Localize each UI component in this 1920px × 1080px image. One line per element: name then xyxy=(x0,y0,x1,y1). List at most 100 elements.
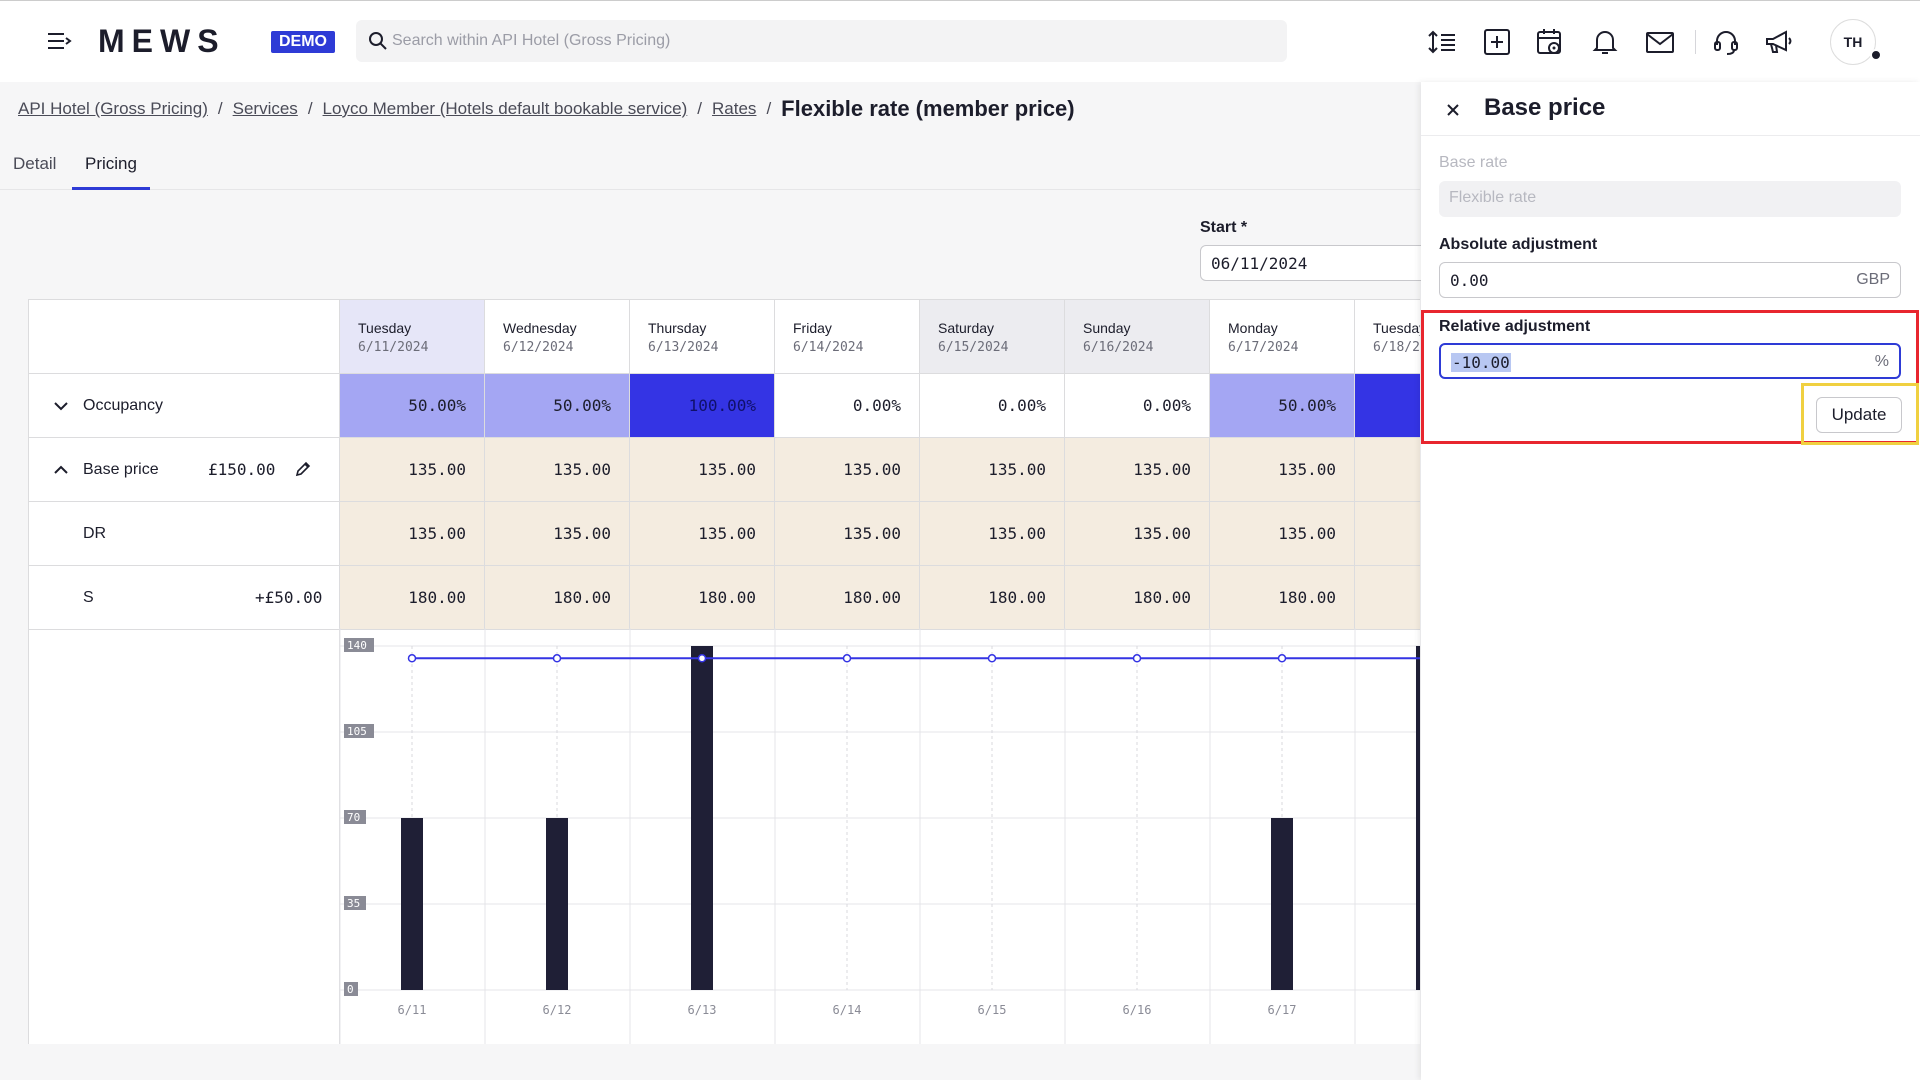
column-date: 6/18/2024 xyxy=(1373,340,1420,355)
s-cell[interactable]: 180.00 xyxy=(775,566,920,630)
base-price-cell[interactable]: 135.00 xyxy=(1210,438,1355,502)
mail-icon[interactable] xyxy=(1645,27,1675,57)
y-tick-label: 0 xyxy=(347,983,354,996)
absolute-adjustment-value: 0.00 xyxy=(1450,271,1489,290)
occupancy-cell[interactable]: 0.00% xyxy=(775,374,920,438)
occupancy-bar xyxy=(1416,646,1420,990)
s-cell[interactable] xyxy=(1355,566,1420,630)
occupancy-bar xyxy=(401,818,423,990)
breadcrumb-separator: / xyxy=(217,99,223,118)
base-price-cell[interactable]: 135.00 xyxy=(775,438,920,502)
occupancy-bar xyxy=(1271,818,1293,990)
dr-cell[interactable]: 135.00 xyxy=(630,502,775,566)
column-header: Sunday 6/16/2024 xyxy=(1065,300,1210,374)
chevron-up-icon[interactable] xyxy=(51,460,71,480)
x-tick-label: 6/13 xyxy=(688,1003,717,1017)
base-price-cell[interactable]: 135.00 xyxy=(485,438,630,502)
occupancy-cell[interactable]: 50.00% xyxy=(340,374,485,438)
x-tick-label: 6/14 xyxy=(833,1003,862,1017)
dr-cell[interactable]: 135.00 xyxy=(775,502,920,566)
chevron-down-icon[interactable] xyxy=(51,396,71,416)
occupancy-bar xyxy=(691,646,713,990)
column-date: 6/14/2024 xyxy=(793,340,864,355)
percent-suffix: % xyxy=(1874,353,1889,370)
x-tick-label: 6/16 xyxy=(1123,1003,1152,1017)
bell-icon[interactable] xyxy=(1590,27,1620,57)
occupancy-cell[interactable]: 50.00% xyxy=(485,374,630,438)
s-cell[interactable]: 180.00 xyxy=(1210,566,1355,630)
dr-cell[interactable]: 135.00 xyxy=(1210,502,1355,566)
base-price-panel: Base price Base rate Flexible rate Absol… xyxy=(1421,82,1920,1080)
dr-cell[interactable]: 135.00 xyxy=(340,502,485,566)
search-box[interactable] xyxy=(356,20,1287,62)
row-label-s: S +£50.00 xyxy=(29,566,340,630)
price-point xyxy=(842,654,852,663)
breadcrumb-service[interactable]: Loyco Member (Hotels default bookable se… xyxy=(322,99,688,118)
base-price-cell[interactable]: 135.00 xyxy=(630,438,775,502)
base-price-cell[interactable]: 135.00 xyxy=(340,438,485,502)
pricing-grid: Tuesday 6/11/2024 Wednesday 6/12/2024 Thursd… xyxy=(28,299,1420,1044)
s-cell[interactable]: 180.00 xyxy=(630,566,775,630)
column-day: Tuesday xyxy=(358,320,412,336)
search-input[interactable] xyxy=(392,20,1272,62)
absolute-adjustment-label: Absolute adjustment xyxy=(1439,236,1598,253)
s-cell[interactable]: 180.00 xyxy=(1065,566,1210,630)
column-header: Tuesday 6/18/2024 xyxy=(1355,300,1420,374)
y-tick-label-bg xyxy=(344,982,358,996)
breadcrumb-services[interactable]: Services xyxy=(232,99,298,118)
column-day: Monday xyxy=(1228,320,1278,336)
toolbar-divider xyxy=(1695,30,1696,54)
grid-corner xyxy=(29,300,340,374)
breadcrumb-separator: / xyxy=(766,99,772,118)
menu-icon[interactable] xyxy=(46,29,72,53)
occupancy-cell[interactable]: 50.00% xyxy=(1210,374,1355,438)
breadcrumb-hotel[interactable]: API Hotel (Gross Pricing) xyxy=(18,99,208,118)
y-tick-label-bg xyxy=(344,724,374,738)
start-date-input[interactable]: 06/11/2024 xyxy=(1200,245,1430,281)
line-spacing-icon[interactable] xyxy=(1427,27,1457,57)
close-icon[interactable] xyxy=(1441,98,1465,122)
relative-adjustment-input[interactable]: -10.00 % xyxy=(1439,343,1901,379)
dr-cell[interactable]: 135.00 xyxy=(485,502,630,566)
column-day: Friday xyxy=(793,320,832,336)
panel-header: Base price xyxy=(1421,82,1920,136)
s-cell[interactable]: 180.00 xyxy=(920,566,1065,630)
headset-icon[interactable] xyxy=(1711,27,1741,57)
x-tick-label: 6/17 xyxy=(1268,1003,1297,1017)
s-cell[interactable]: 180.00 xyxy=(340,566,485,630)
dr-cell[interactable]: 135.00 xyxy=(1065,502,1210,566)
occupancy-cell[interactable] xyxy=(1355,374,1420,438)
occupancy-cell[interactable]: 100.00% xyxy=(630,374,775,438)
start-label: Start * xyxy=(1200,219,1248,236)
absolute-adjustment-input[interactable]: 0.00 GBP xyxy=(1439,262,1901,298)
base-price-amount: £150.00 xyxy=(208,460,276,479)
column-header: Thursday 6/13/2024 xyxy=(630,300,775,374)
mews-logo[interactable]: MEWS xyxy=(98,23,226,59)
s-amount: +£50.00 xyxy=(255,588,323,607)
breadcrumb-rates[interactable]: Rates xyxy=(712,99,757,118)
column-date: 6/15/2024 xyxy=(938,340,1009,355)
relative-adjustment-label: Relative adjustment xyxy=(1439,318,1591,335)
tab-detail[interactable]: Detail xyxy=(13,154,57,173)
x-tick-label: 6/15 xyxy=(978,1003,1007,1017)
column-header: Tuesday 6/11/2024 xyxy=(340,300,485,374)
s-cell[interactable]: 180.00 xyxy=(485,566,630,630)
breadcrumb-separator: / xyxy=(307,99,313,118)
occupancy-cell[interactable]: 0.00% xyxy=(1065,374,1210,438)
dr-cell[interactable] xyxy=(1355,502,1420,566)
column-date: 6/17/2024 xyxy=(1228,340,1299,355)
column-header: Wednesday 6/12/2024 xyxy=(485,300,630,374)
base-price-cell[interactable]: 135.00 xyxy=(920,438,1065,502)
avatar[interactable]: TH xyxy=(1830,19,1876,65)
occupancy-cell[interactable]: 0.00% xyxy=(920,374,1065,438)
base-price-cell[interactable] xyxy=(1355,438,1420,502)
update-button[interactable]: Update xyxy=(1816,397,1902,433)
base-price-cell[interactable]: 135.00 xyxy=(1065,438,1210,502)
dr-cell[interactable]: 135.00 xyxy=(920,502,1065,566)
megaphone-icon[interactable] xyxy=(1764,27,1794,57)
tab-pricing[interactable]: Pricing xyxy=(72,154,150,190)
x-tick-label: 6/12 xyxy=(543,1003,572,1017)
add-box-icon[interactable] xyxy=(1482,27,1512,57)
calendar-view-icon[interactable] xyxy=(1535,27,1565,57)
pencil-icon[interactable] xyxy=(294,460,312,478)
